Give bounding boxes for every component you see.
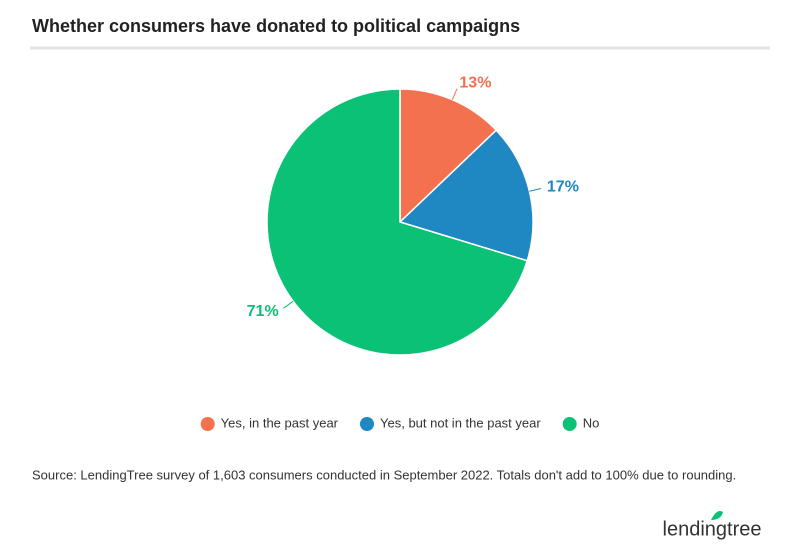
logo-leaf — [711, 511, 723, 520]
pie-slice — [398, 129, 534, 262]
data-label: 17% — [547, 178, 579, 195]
legend: Yes, in the past year Yes, but not in the… — [200, 415, 600, 431]
pie-slice — [399, 88, 498, 224]
data-label: 13% — [459, 74, 491, 91]
legend-label: Yes, but not in the past year — [380, 415, 541, 430]
chart-title: Whether consumers have donated to politi… — [32, 16, 520, 36]
leader-line — [283, 300, 294, 309]
leader-line — [529, 187, 542, 192]
data-label: 71% — [247, 303, 279, 320]
logo: lendingtree — [663, 518, 762, 540]
legend-label: Yes, in the past year — [221, 415, 339, 430]
legend-swatch — [200, 417, 215, 431]
legend-label: No — [583, 415, 600, 430]
leader-line — [451, 88, 458, 100]
legend-swatch — [360, 417, 375, 431]
source-note: Source: LendingTree survey of 1,603 cons… — [32, 467, 736, 482]
legend-swatch — [562, 417, 577, 431]
